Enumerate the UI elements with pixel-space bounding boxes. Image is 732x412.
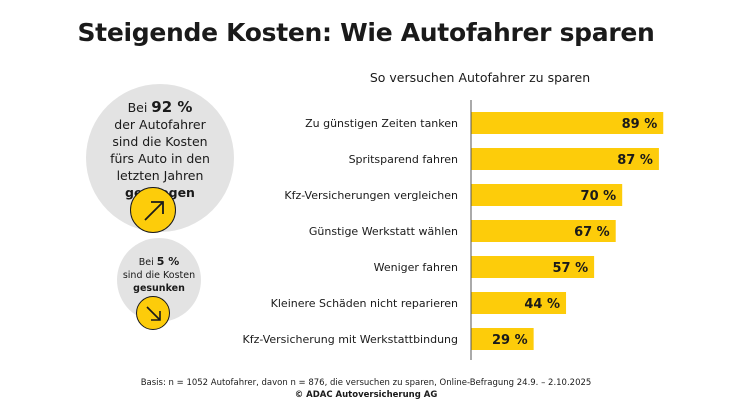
increase-prefix: Bei <box>127 100 148 115</box>
footer-copyright: © ADAC Autoversicherung AG <box>294 390 438 400</box>
category-label: Kleinere Schäden nicht reparieren <box>271 297 458 310</box>
bar-value-label: 89 % <box>622 117 658 132</box>
footer: Basis: n = 1052 Autofahrer, davon n = 87… <box>0 377 732 401</box>
bar <box>471 184 623 206</box>
category-label: Kfz-Versicherung mit Werkstattbindung <box>243 333 458 346</box>
bar-value-label: 70 % <box>581 189 617 204</box>
bar <box>471 112 664 134</box>
bar-value-label: 67 % <box>574 225 610 240</box>
increase-text: der Autofahrer sind die Kosten fürs Auto… <box>110 117 210 183</box>
bar-value-label: 44 % <box>524 297 560 312</box>
bar-value-label: 57 % <box>552 261 588 276</box>
bar-value-label: 87 % <box>617 153 653 168</box>
decrease-emphasis: gesunken <box>133 283 185 294</box>
page-title: Steigende Kosten: Wie Autofahrer sparen <box>77 18 655 47</box>
decrease-text: sind die Kosten <box>122 270 196 281</box>
arrow-up-right-icon <box>130 187 176 233</box>
bar <box>471 256 595 278</box>
category-label: Günstige Werkstatt wählen <box>309 225 458 238</box>
category-label: Zu günstigen Zeiten tanken <box>305 117 458 130</box>
footer-basis: Basis: n = 1052 Autofahrer, davon n = 87… <box>140 378 592 388</box>
decrease-value: 5 % <box>156 255 180 268</box>
bar <box>471 148 659 170</box>
chart-title: So versuchen Autofahrer zu sparen <box>369 70 591 85</box>
category-label: Weniger fahren <box>374 261 458 274</box>
bar <box>471 220 616 242</box>
arrow-down-right-icon <box>136 296 170 330</box>
category-label: Spritsparend fahren <box>349 153 458 166</box>
decrease-prefix: Bei <box>138 257 154 268</box>
increase-value: 92 % <box>151 98 193 116</box>
bar <box>471 328 534 350</box>
category-label: Kfz-Versicherungen vergleichen <box>284 189 458 202</box>
bar-value-label: 29 % <box>492 333 528 348</box>
bar <box>471 292 567 314</box>
